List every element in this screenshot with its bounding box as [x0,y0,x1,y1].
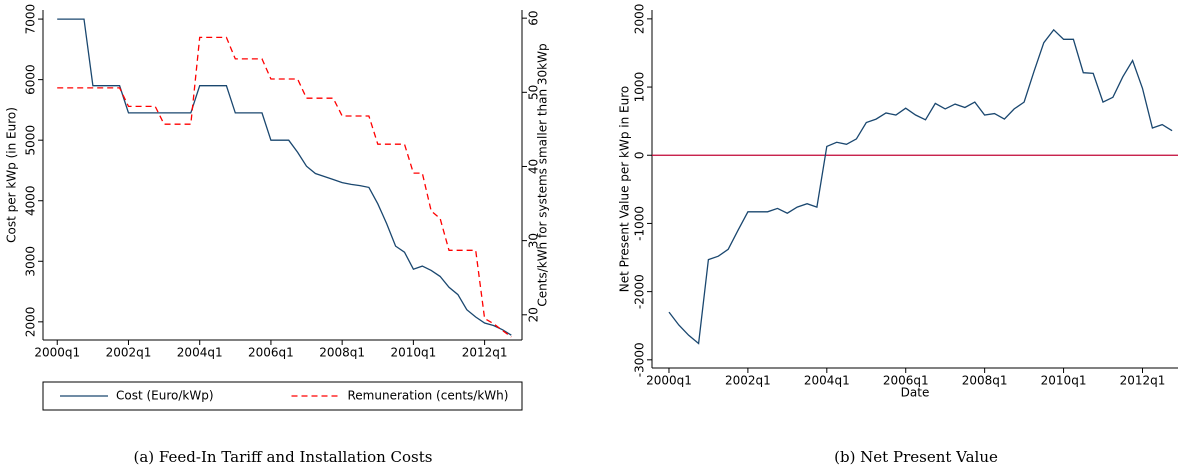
y2-tick-label: 40 [527,159,541,174]
x-tick-label: 2000q1 [646,374,692,388]
x-tick-label: 2010q1 [390,346,436,360]
y-tick-label: 1000 [633,72,647,103]
x-tick-label: 2002q1 [725,374,771,388]
x-tick-label: 2000q1 [34,346,80,360]
y-axis-label: Net Present Value per kWp in Euro [618,86,632,292]
y-tick-label: -3000 [633,342,647,377]
x-tick-label: 2008q1 [319,346,365,360]
x-tick-label: 2010q1 [1041,374,1087,388]
y-tick-label: 4000 [24,185,38,216]
y2-tick-label: 30 [527,233,541,248]
legend-label: Cost (Euro/kWp) [116,389,214,403]
y-tick-label: 3000 [24,246,38,277]
y-tick-label: 2000 [24,307,38,338]
y-tick-label: 6000 [24,64,38,95]
caption: (a) Feed-In Tariff and Installation Cost… [134,448,433,466]
x-tick-label: 2012q1 [462,346,508,360]
y-tick-label: 0 [633,151,647,159]
x-axis-label: Date [901,386,930,400]
y-tick-label: 2000 [633,4,647,35]
y2-tick-label: 50 [527,85,541,100]
y-tick-label: -2000 [633,274,647,309]
x-tick-label: 2002q1 [106,346,152,360]
x-tick-label: 2004q1 [177,346,223,360]
y-tick-label: 5000 [24,125,38,156]
y2-tick-label: 20 [527,307,541,322]
caption: (b) Net Present Value [834,448,998,466]
x-tick-label: 2006q1 [248,346,294,360]
y-axis-label: Cost per kWp (in Euro) [5,107,19,243]
legend-box [42,381,523,411]
series-line [57,18,512,336]
y-tick-label: -1000 [633,206,647,241]
x-tick-label: 2006q1 [883,374,929,388]
legend-label: Remuneration (cents/kWh) [348,389,509,403]
series-line [57,36,512,338]
y-tick-label: 7000 [24,4,38,35]
y2-axis-label: Cents/kWh for systems smaller than 30kWp [536,43,550,306]
x-tick-label: 2004q1 [804,374,850,388]
x-tick-label: 2012q1 [1120,374,1166,388]
series-line [668,28,1173,345]
x-tick-label: 2008q1 [962,374,1008,388]
y2-tick-label: 60 [527,11,541,26]
